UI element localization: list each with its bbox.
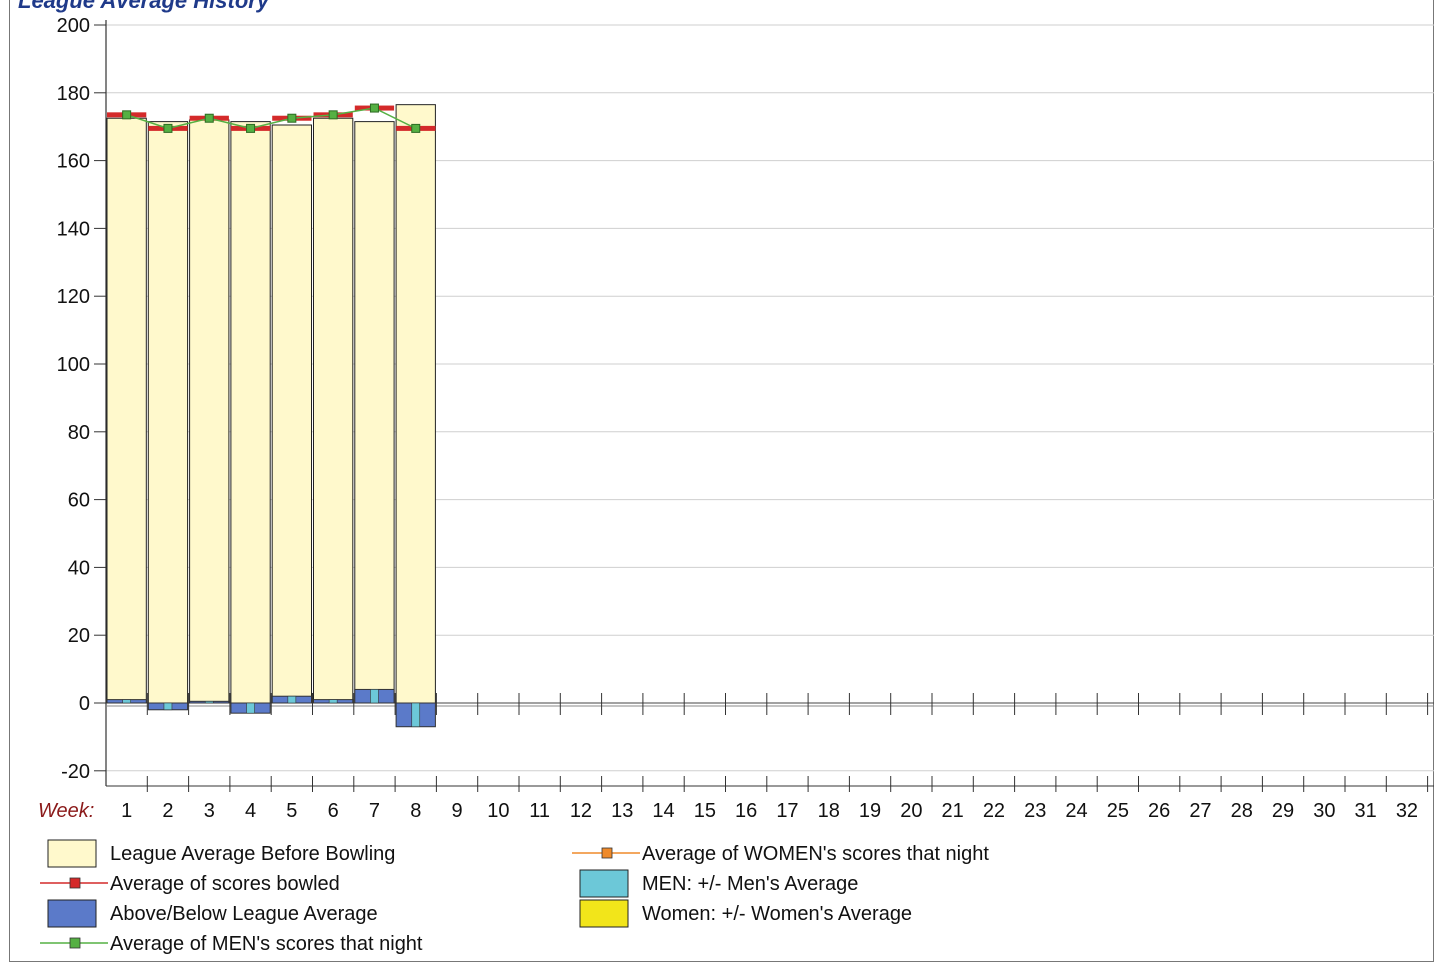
men-diff-bar (204, 701, 214, 704)
x-tick-label: 5 (286, 800, 297, 822)
x-tick-label: 28 (1231, 800, 1253, 822)
x-tick-label: 13 (611, 800, 633, 822)
y-tick-label: 200 (57, 15, 90, 37)
chart-frame: League Average History (9, 0, 1434, 962)
men-diff-bar (163, 702, 173, 711)
league-average-bar (230, 121, 271, 704)
x-tick-label: 2 (162, 800, 173, 822)
legend-swatch (579, 869, 629, 898)
y-tick-label: 60 (68, 490, 90, 512)
y-tick-label: 20 (68, 625, 90, 647)
men-diff-bar (122, 699, 131, 704)
x-tick-label: 19 (859, 800, 881, 822)
bars (106, 104, 436, 728)
men-diff-bar (328, 699, 338, 704)
x-tick-label: 25 (1107, 800, 1129, 822)
x-tick-label: 22 (983, 800, 1005, 822)
legend-label: Average of scores bowled (110, 873, 340, 895)
league-average-bar (271, 124, 313, 704)
men-average-point (369, 103, 379, 113)
x-tick-label: 14 (652, 800, 674, 822)
men-average-point (411, 123, 421, 133)
x-tick-label: 8 (410, 800, 421, 822)
y-tick-label: 40 (68, 557, 90, 579)
men-average-point (122, 110, 132, 120)
y-tick-label: 100 (57, 354, 90, 376)
legend-marker (69, 877, 81, 889)
legend: League Average Before Bowling Average of … (40, 839, 989, 955)
x-tick-label: 18 (818, 800, 840, 822)
x-tick-label: 3 (204, 800, 215, 822)
legend-label: Average of WOMEN's scores that night (642, 843, 989, 865)
x-tick-label: 16 (735, 800, 757, 822)
men-average-point (287, 113, 297, 123)
y-tick-label: 120 (57, 286, 90, 308)
men-average-line (126, 107, 417, 130)
x-tick-label: 11 (529, 800, 550, 822)
x-tick-label: 30 (1313, 800, 1335, 822)
men-average-point (204, 113, 214, 123)
x-tick-label: 17 (776, 800, 798, 822)
men-average-point (246, 123, 256, 133)
league-average-bar (106, 117, 147, 704)
legend-swatch (579, 899, 629, 928)
x-tick-label: 15 (694, 800, 716, 822)
y-tick-label: 160 (57, 151, 90, 173)
x-tick-label: 24 (1065, 800, 1087, 822)
legend-label: Women: +/- Women's Average (642, 903, 912, 925)
legend-label: Above/Below League Average (110, 903, 378, 925)
y-tick-label: 180 (57, 83, 90, 105)
y-tick-label: 0 (79, 693, 90, 715)
x-tick-label: 23 (1024, 800, 1046, 822)
legend-swatch (47, 839, 97, 868)
x-axis-label: Week: (38, 800, 94, 822)
x-tick-label: 20 (900, 800, 922, 822)
x-tick-label: 4 (245, 800, 256, 822)
men-average-point (163, 123, 173, 133)
chart-title: League Average History (18, 0, 270, 13)
x-tick-label: 32 (1396, 800, 1418, 822)
x-tick-label: 26 (1148, 800, 1170, 822)
men-diff-bar (370, 689, 379, 704)
men-diff-bar (411, 702, 421, 728)
legend-label: Average of MEN's scores that night (110, 933, 423, 955)
x-tick-label: 31 (1355, 800, 1377, 822)
league-average-bar (313, 117, 354, 704)
series-lines (122, 103, 421, 133)
league-average-bar (147, 121, 189, 704)
x-tick-label: 9 (451, 800, 462, 822)
y-tick-label: 140 (57, 218, 90, 240)
x-tick-label: 21 (942, 800, 964, 822)
legend-marker (601, 847, 613, 859)
y-tick-label: 80 (68, 422, 90, 444)
x-tick-label: 29 (1272, 800, 1294, 822)
legend-label: League Average Before Bowling (110, 843, 395, 865)
x-tick-label: 27 (1189, 800, 1211, 822)
league-average-bar (395, 104, 436, 704)
men-diff-bar (287, 695, 297, 704)
men-diff-bar (246, 702, 255, 714)
legend-marker (69, 937, 81, 949)
y-tick-label: -20 (61, 761, 90, 783)
x-tick-label: 10 (487, 800, 509, 822)
x-axis: Week: 1 2 3 4 5 6 7 8 9 10 11 12 13 14 15 16 17 18 19 20 21 22… (38, 693, 1434, 822)
league-average-bar (189, 119, 230, 704)
legend-swatch (47, 899, 97, 928)
legend-label: MEN: +/- Men's Average (642, 873, 858, 895)
x-tick-label: 6 (328, 800, 339, 822)
x-tick-label: 7 (369, 800, 380, 822)
league-average-bar (354, 121, 395, 704)
x-tick-label: 12 (570, 800, 592, 822)
men-average-point (328, 110, 338, 120)
x-tick-label: 1 (121, 800, 132, 822)
